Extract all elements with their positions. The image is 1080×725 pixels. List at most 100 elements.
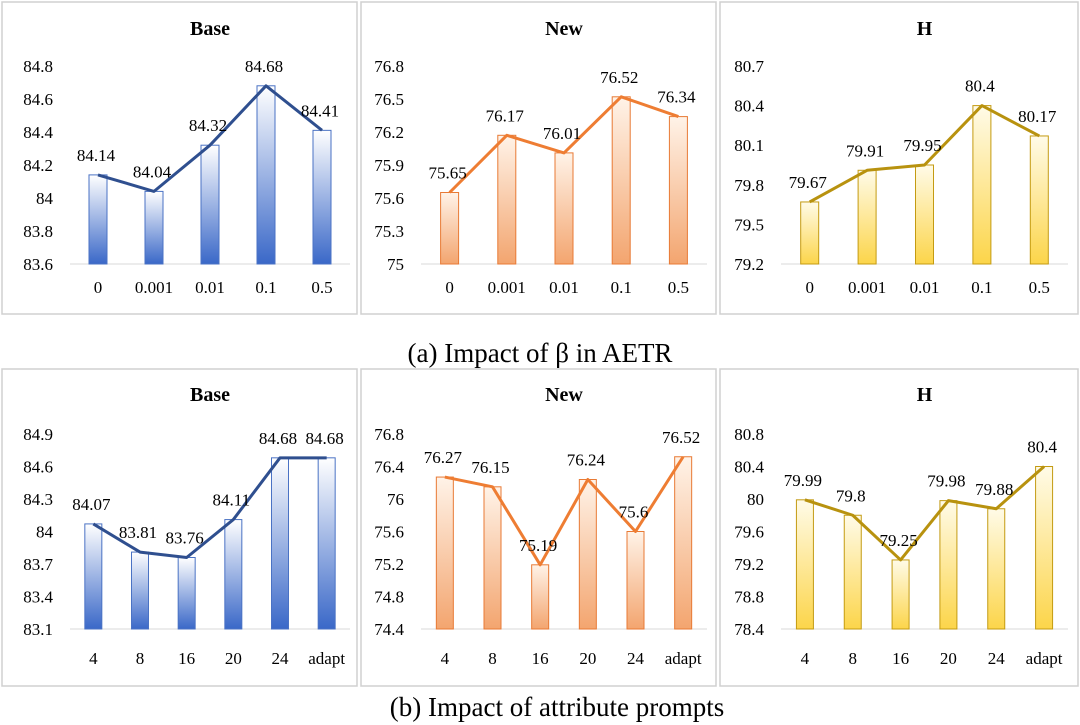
y-tick-label: 76.5 bbox=[374, 90, 404, 109]
data-label: 84.68 bbox=[259, 429, 297, 448]
x-tick-label: 8 bbox=[136, 649, 145, 668]
bar bbox=[84, 523, 103, 630]
data-label: 83.76 bbox=[166, 529, 204, 548]
y-tick-label: 79.2 bbox=[734, 555, 764, 574]
data-label: 76.15 bbox=[471, 458, 509, 477]
x-tick-label: 24 bbox=[988, 649, 1006, 668]
bar bbox=[857, 169, 877, 265]
y-tick-label: 84 bbox=[36, 189, 54, 208]
data-label: 79.25 bbox=[879, 531, 917, 550]
bar bbox=[88, 174, 108, 265]
bar bbox=[317, 457, 336, 630]
data-label: 80.17 bbox=[1018, 107, 1057, 126]
series-line bbox=[92, 456, 327, 559]
data-label: 75.65 bbox=[428, 164, 466, 183]
x-tick-label: 0.01 bbox=[910, 278, 940, 297]
x-tick-label: 20 bbox=[579, 649, 596, 668]
chart-title: H bbox=[917, 18, 933, 40]
bar bbox=[891, 559, 910, 630]
chart-panel-5: New 74.4 74.8 75.2 75.6 76 76.4 76.8 4 8 16 20 24 ada… bbox=[360, 368, 717, 687]
data-label: 79.67 bbox=[789, 173, 828, 192]
y-tick-label: 79.6 bbox=[734, 523, 764, 542]
chart-panel-4: Base 83.1 83.4 83.7 84 84.3 84.6 84.9 4 8 16 20 24 ad… bbox=[1, 368, 358, 687]
x-tick-label: 0.001 bbox=[848, 278, 886, 297]
data-label: 84.41 bbox=[301, 101, 339, 120]
y-tick-label: 84.2 bbox=[23, 156, 53, 175]
x-tick-label: 0.1 bbox=[971, 278, 992, 297]
data-label: 84.68 bbox=[306, 429, 344, 448]
x-tick-label: 0.01 bbox=[549, 278, 579, 297]
y-tick-label: 78.4 bbox=[734, 620, 764, 639]
data-label: 76.27 bbox=[424, 448, 463, 467]
chart-title: New bbox=[545, 384, 583, 406]
y-tick-label: 83.4 bbox=[23, 588, 53, 607]
bar bbox=[440, 192, 460, 265]
bar bbox=[312, 129, 332, 265]
y-tick-label: 83.6 bbox=[23, 255, 53, 274]
y-tick-label: 75.2 bbox=[374, 555, 404, 574]
y-tick-label: 80.7 bbox=[734, 57, 764, 76]
bar bbox=[554, 152, 574, 265]
x-tick-label: 0 bbox=[94, 278, 103, 297]
x-tick-label: 0.5 bbox=[1029, 278, 1050, 297]
x-tick-label: 0.001 bbox=[488, 278, 526, 297]
bar bbox=[972, 105, 992, 265]
x-tick-label: adapt bbox=[665, 649, 702, 668]
caption-a: (a) Impact of β in AETR bbox=[408, 338, 673, 368]
chart-title: New bbox=[545, 18, 583, 40]
data-label: 76.24 bbox=[567, 451, 606, 470]
y-tick-label: 76.4 bbox=[374, 458, 404, 477]
x-tick-label: 0.1 bbox=[255, 278, 276, 297]
x-tick-label: adapt bbox=[1026, 649, 1063, 668]
x-tick-label: 0 bbox=[445, 278, 454, 297]
bar bbox=[531, 564, 550, 630]
data-label: 79.99 bbox=[784, 471, 822, 490]
x-tick-label: 0.01 bbox=[195, 278, 225, 297]
x-tick-label: 16 bbox=[892, 649, 909, 668]
data-label: 79.88 bbox=[975, 480, 1013, 499]
data-label: 80.4 bbox=[1027, 438, 1057, 457]
bar bbox=[177, 557, 196, 630]
x-tick-label: 0.5 bbox=[311, 278, 332, 297]
series-line bbox=[444, 455, 685, 567]
y-tick-label: 76.8 bbox=[374, 57, 404, 76]
chart-panel-6: H 78.4 78.8 79.2 79.6 80 80.4 80.8 4 8 16 20 24 adapt… bbox=[719, 368, 1079, 687]
y-tick-label: 78.8 bbox=[734, 588, 764, 607]
bar bbox=[200, 144, 220, 265]
data-label: 83.81 bbox=[119, 523, 157, 542]
series-line bbox=[808, 104, 1041, 204]
y-tick-label: 79.8 bbox=[734, 176, 764, 195]
bar bbox=[915, 164, 934, 265]
chart-title: Base bbox=[190, 18, 230, 40]
y-tick-label: 84.9 bbox=[23, 425, 53, 444]
panel-border bbox=[719, 1, 1079, 315]
x-tick-label: 0.5 bbox=[668, 278, 689, 297]
x-tick-label: 16 bbox=[178, 649, 195, 668]
y-tick-label: 76.8 bbox=[374, 425, 404, 444]
data-label: 84.32 bbox=[189, 116, 227, 135]
data-label: 75.6 bbox=[619, 503, 649, 522]
bar bbox=[131, 551, 149, 630]
x-tick-label: 16 bbox=[532, 649, 549, 668]
bar bbox=[843, 514, 862, 630]
y-tick-label: 83.8 bbox=[23, 222, 53, 241]
chart-title: Base bbox=[190, 384, 230, 406]
chart-panel-1: Base 83.6 83.8 84 84.2 84.4 84.6 84.8 0 0.001 0.01… bbox=[1, 1, 358, 315]
bar bbox=[674, 456, 693, 630]
y-tick-label: 83.7 bbox=[23, 555, 53, 574]
y-tick-label: 76 bbox=[387, 490, 404, 509]
y-tick-label: 75.3 bbox=[374, 222, 404, 241]
bar bbox=[987, 508, 1006, 630]
x-tick-label: 4 bbox=[441, 649, 450, 668]
chart-panel-3: H 79.2 79.5 79.8 80.1 80.4 80.7 0 0.001 0.01 0.1 0.… bbox=[719, 1, 1079, 315]
bar bbox=[271, 457, 289, 630]
series-line bbox=[804, 465, 1046, 562]
bar bbox=[611, 96, 631, 265]
data-label: 76.17 bbox=[486, 106, 525, 125]
bar bbox=[144, 190, 164, 265]
data-label: 84.07 bbox=[72, 495, 111, 514]
bar bbox=[483, 486, 502, 630]
panel-border bbox=[719, 368, 1079, 687]
data-label: 79.91 bbox=[846, 141, 884, 160]
